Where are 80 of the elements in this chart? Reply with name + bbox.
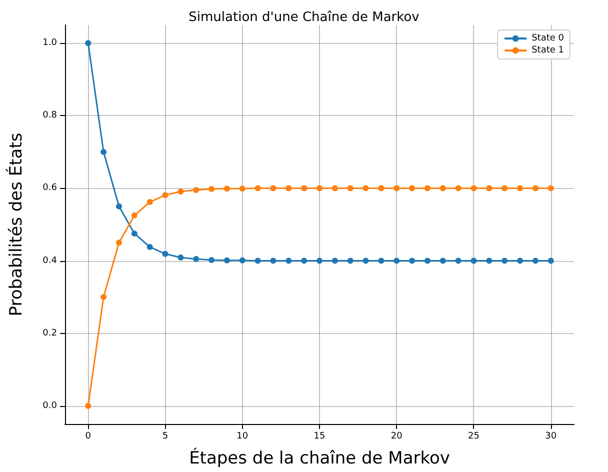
point bbox=[100, 148, 107, 155]
point bbox=[239, 257, 246, 264]
point bbox=[162, 192, 168, 198]
point bbox=[254, 258, 261, 264]
point bbox=[301, 258, 308, 264]
point bbox=[502, 185, 508, 192]
point bbox=[362, 258, 369, 264]
x-tick-label: 0 bbox=[85, 432, 92, 442]
point bbox=[239, 186, 246, 192]
point bbox=[486, 258, 492, 264]
point bbox=[440, 258, 446, 264]
point bbox=[254, 185, 261, 192]
x-tick-label: 30 bbox=[545, 432, 557, 442]
point bbox=[316, 185, 322, 192]
point bbox=[224, 257, 230, 264]
point bbox=[548, 185, 554, 192]
y-tick-label: 0.0 bbox=[42, 400, 58, 411]
point bbox=[424, 258, 430, 264]
x-tick-label: 15 bbox=[314, 432, 326, 442]
point bbox=[332, 185, 338, 192]
point bbox=[532, 258, 538, 264]
y-tick-label: 0.2 bbox=[42, 328, 57, 338]
point bbox=[362, 185, 369, 192]
point bbox=[286, 258, 292, 264]
point bbox=[409, 258, 416, 264]
legend-label: State 0 bbox=[532, 34, 564, 44]
point bbox=[85, 402, 92, 409]
point bbox=[224, 186, 230, 192]
x-tick-label: 20 bbox=[390, 432, 403, 442]
x-tick-label: 25 bbox=[468, 432, 480, 442]
point bbox=[440, 185, 446, 192]
point bbox=[178, 188, 184, 194]
y-tick-label: 0.6 bbox=[42, 183, 58, 194]
point bbox=[455, 185, 462, 192]
point bbox=[502, 258, 508, 264]
point bbox=[162, 250, 168, 257]
point bbox=[286, 185, 292, 192]
point bbox=[409, 185, 416, 192]
point bbox=[85, 40, 92, 46]
point bbox=[394, 258, 400, 264]
point bbox=[532, 185, 538, 192]
point bbox=[394, 185, 400, 192]
x-axis-title: Étapes de la chaîne de Markov bbox=[189, 448, 450, 468]
point bbox=[347, 185, 354, 192]
point bbox=[316, 258, 322, 264]
chart-title: Simulation d'une Chaîne de Markov bbox=[188, 10, 420, 25]
point bbox=[332, 258, 338, 264]
point bbox=[131, 212, 138, 218]
point bbox=[193, 256, 200, 262]
point bbox=[270, 258, 276, 264]
point bbox=[517, 185, 524, 192]
point bbox=[470, 185, 477, 192]
point bbox=[208, 257, 215, 264]
point bbox=[301, 185, 308, 192]
y-axis-title: Probabilités des États bbox=[6, 132, 26, 316]
y-tick-label: 1.0 bbox=[42, 38, 58, 48]
point bbox=[378, 185, 384, 192]
point bbox=[347, 258, 354, 264]
point bbox=[378, 258, 384, 264]
point bbox=[146, 244, 153, 250]
point bbox=[470, 258, 477, 264]
point bbox=[548, 258, 554, 264]
point bbox=[116, 203, 122, 210]
point bbox=[100, 294, 107, 300]
point bbox=[517, 258, 524, 264]
y-tick-label: 0.8 bbox=[42, 110, 58, 121]
point bbox=[270, 185, 276, 192]
point bbox=[455, 258, 462, 264]
y-tick-label: 0.4 bbox=[42, 256, 58, 266]
point bbox=[131, 230, 138, 237]
point bbox=[208, 186, 215, 192]
point bbox=[486, 185, 492, 192]
x-tick-label: 10 bbox=[236, 432, 248, 442]
point bbox=[424, 185, 430, 192]
legend-label: State 1 bbox=[532, 46, 564, 56]
x-tick-label: 5 bbox=[162, 432, 168, 442]
point bbox=[193, 187, 200, 194]
point bbox=[146, 199, 153, 206]
point bbox=[116, 240, 122, 246]
point bbox=[178, 254, 184, 261]
